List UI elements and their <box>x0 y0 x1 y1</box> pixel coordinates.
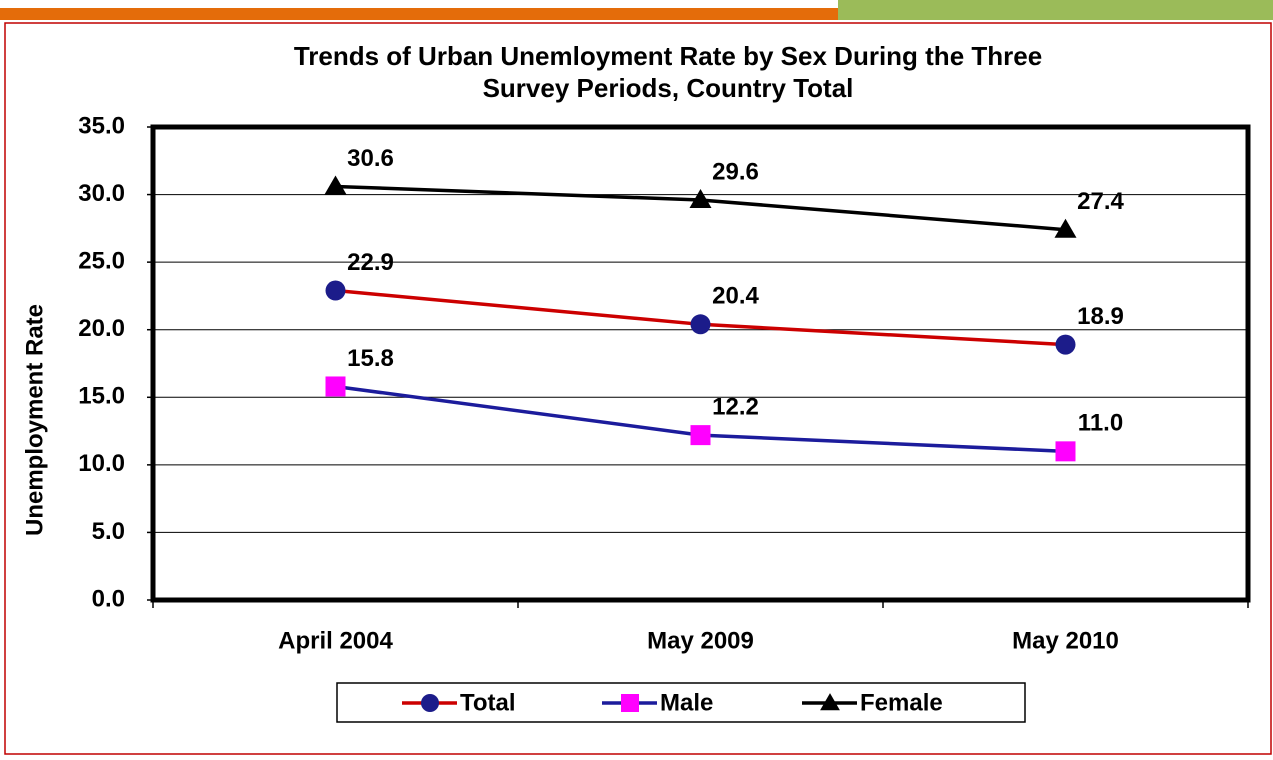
marker <box>1054 218 1077 238</box>
x-tick-label: April 2004 <box>278 627 393 654</box>
data-label: 29.6 <box>712 158 759 185</box>
legend-label: Male <box>660 689 713 716</box>
marker <box>325 280 346 301</box>
data-label: 22.9 <box>347 249 394 276</box>
data-label: 12.2 <box>712 393 759 420</box>
frame <box>4 22 1272 755</box>
marker <box>690 425 711 446</box>
marker <box>689 188 712 208</box>
y-tick-label: 15.0 <box>78 383 125 410</box>
data-label: 20.4 <box>712 283 759 310</box>
marker <box>421 694 439 712</box>
x-tick-label: May 2009 <box>647 627 754 654</box>
data-label: 27.4 <box>1077 188 1124 215</box>
y-axis-title: Unemployment Rate <box>21 304 48 536</box>
y-tick-label: 5.0 <box>92 518 125 545</box>
data-label: 30.6 <box>347 145 394 172</box>
y-tick-label: 30.0 <box>78 180 125 207</box>
y-tick-label: 35.0 <box>78 112 125 139</box>
marker <box>621 694 639 712</box>
x-tick-label: May 2010 <box>1012 627 1119 654</box>
y-tick-label: 25.0 <box>78 247 125 274</box>
marker <box>325 376 346 397</box>
y-tick-label: 20.0 <box>78 315 125 342</box>
marker <box>820 693 840 711</box>
data-label: 15.8 <box>347 345 394 372</box>
marker <box>1055 441 1076 462</box>
legend-label: Female <box>860 689 943 716</box>
y-tick-label: 10.0 <box>78 450 125 477</box>
marker <box>1055 334 1076 355</box>
data-label: 11.0 <box>1078 410 1123 437</box>
marker <box>324 175 347 195</box>
data-label: 18.9 <box>1077 303 1124 330</box>
plot-border <box>150 124 1251 603</box>
legend-label: Total <box>460 689 516 716</box>
marker <box>690 314 711 335</box>
chart-title: Trends of Urban Unemloyment Rate by Sex … <box>294 41 1042 71</box>
accent-bar <box>838 0 1273 20</box>
y-tick-label: 0.0 <box>92 585 125 612</box>
chart-subtitle: Survey Periods, Country Total <box>483 73 854 103</box>
